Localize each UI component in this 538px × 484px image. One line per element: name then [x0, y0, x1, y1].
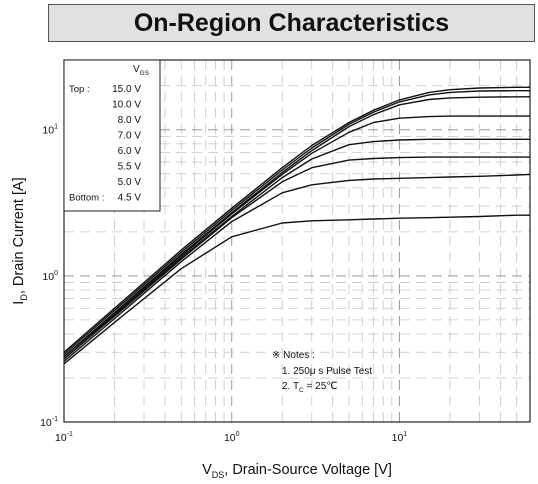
y-tick-label: 10-1 — [40, 416, 58, 429]
y-axis-label: ID, Drain Current [A] — [11, 177, 29, 304]
legend-entry: 15.0 V — [112, 84, 141, 95]
notes-line-2: 2. TC = 25℃ — [282, 381, 338, 394]
legend-entry: 7.0 V — [118, 131, 142, 142]
x-axis-label: VDS, Drain-Source Voltage [V] — [202, 462, 392, 480]
legend-entry: 5.0 V — [118, 177, 142, 188]
x-tick-label: 101 — [392, 431, 408, 444]
legend-entry: 6.0 V — [118, 146, 142, 157]
legend-entry: 4.5 V — [118, 193, 142, 204]
legend-entry: 10.0 V — [112, 100, 141, 111]
legend-entry: 8.0 V — [118, 115, 142, 126]
x-tick-label: 10-1 — [55, 431, 73, 444]
series-line-45 — [64, 215, 530, 364]
notes-annotation: ※ Notes : 1. 250μ s Pulse Test 2. TC = 2… — [272, 350, 372, 394]
notes-line-1: 1. 250μ s Pulse Test — [282, 366, 372, 377]
legend-box: VGS Top :15.0 V10.0 V8.0 V7.0 V6.0 V5.5 … — [64, 60, 160, 211]
legend-background — [64, 60, 160, 211]
legend-prefix: Top : — [69, 84, 90, 95]
notes-header: ※ Notes : — [272, 350, 315, 361]
legend-prefix: Bottom : — [69, 193, 104, 204]
y-tick-label: 101 — [42, 124, 58, 137]
y-tick-label: 100 — [42, 270, 58, 283]
x-tick-label: 100 — [224, 431, 240, 444]
legend-entry: 5.5 V — [118, 162, 142, 173]
